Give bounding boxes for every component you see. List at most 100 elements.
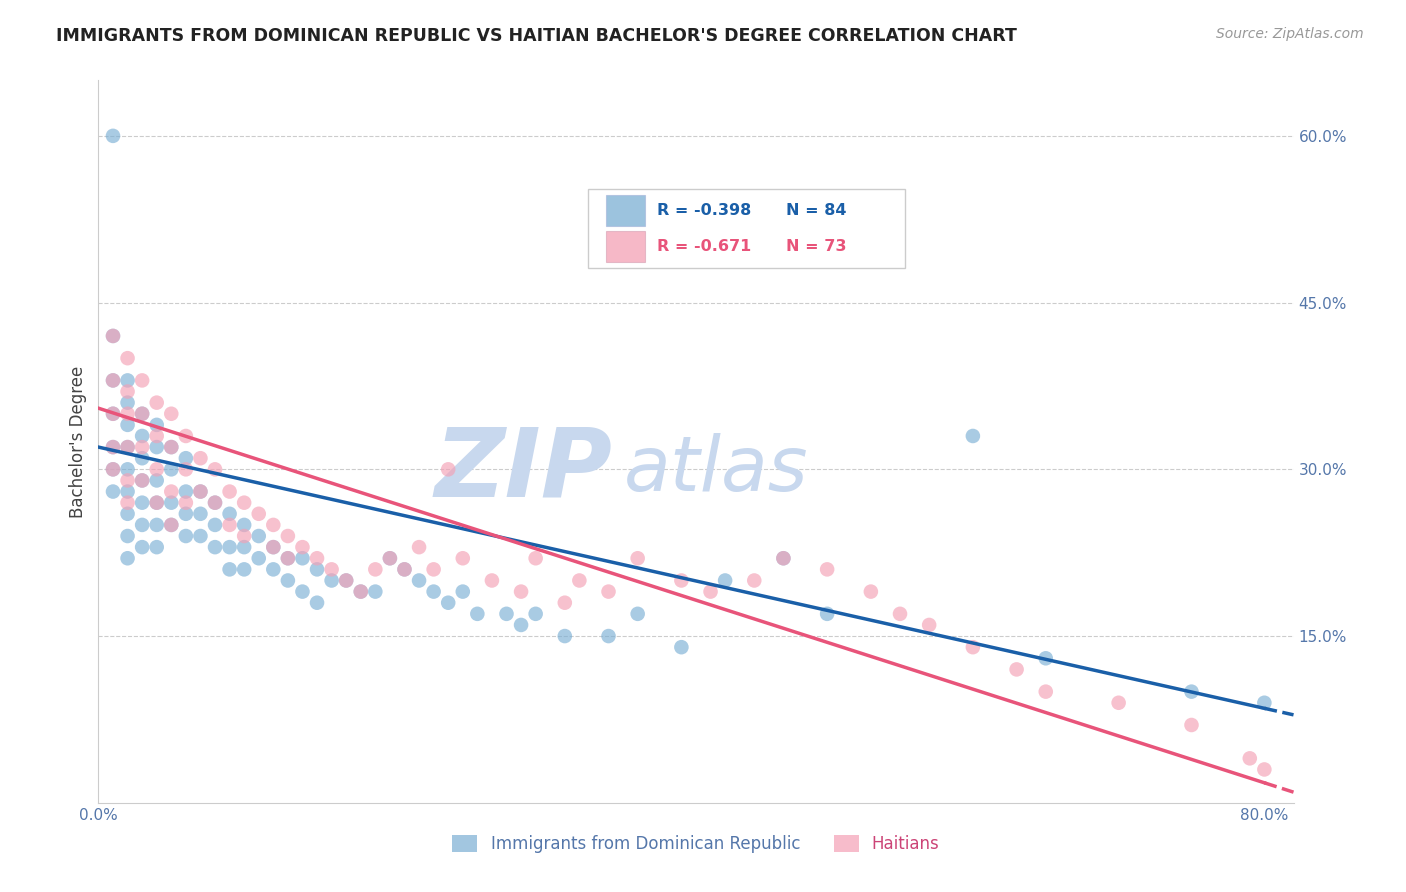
Point <box>101 407 124 421</box>
Point <box>117 417 139 432</box>
Point <box>568 574 591 588</box>
Point <box>627 551 650 566</box>
Point <box>101 407 124 421</box>
Point <box>247 551 270 566</box>
Point <box>321 574 343 588</box>
Point <box>145 417 167 432</box>
Point <box>247 507 270 521</box>
Point <box>815 607 838 621</box>
Point <box>117 373 139 387</box>
Point <box>145 440 167 454</box>
Point <box>233 529 256 543</box>
Point <box>1005 662 1028 676</box>
Point <box>510 584 533 599</box>
Point <box>101 440 124 454</box>
Point <box>117 551 139 566</box>
Point <box>160 517 183 532</box>
Point <box>101 440 124 454</box>
Point <box>131 407 153 421</box>
Point <box>291 551 314 566</box>
Point <box>131 373 153 387</box>
Point <box>160 496 183 510</box>
Point <box>190 484 212 499</box>
Point <box>451 551 474 566</box>
Point <box>145 517 167 532</box>
Point <box>859 584 882 599</box>
Point <box>160 440 183 454</box>
Point <box>233 496 256 510</box>
Point <box>1108 696 1130 710</box>
Point <box>598 629 620 643</box>
Point <box>1253 763 1275 777</box>
Point <box>218 517 240 532</box>
Point <box>467 607 489 621</box>
Text: R = -0.398: R = -0.398 <box>657 202 751 218</box>
Point <box>772 551 794 566</box>
Point <box>1180 718 1202 732</box>
Point <box>233 562 256 576</box>
Text: ZIP: ZIP <box>434 424 613 517</box>
Point <box>117 395 139 409</box>
Point <box>364 584 387 599</box>
Point <box>699 584 721 599</box>
Point <box>101 484 124 499</box>
Point <box>554 629 576 643</box>
Point <box>742 574 765 588</box>
Point <box>378 551 401 566</box>
Point <box>101 329 124 343</box>
Point <box>174 451 197 466</box>
Point <box>422 584 444 599</box>
Point <box>714 574 737 588</box>
Point <box>190 451 212 466</box>
FancyBboxPatch shape <box>606 231 644 261</box>
Point <box>117 440 139 454</box>
Text: N = 73: N = 73 <box>786 239 846 254</box>
Point <box>117 484 139 499</box>
Y-axis label: Bachelor's Degree: Bachelor's Degree <box>69 366 87 517</box>
Point <box>815 562 838 576</box>
Point <box>1035 651 1057 665</box>
Point <box>408 540 430 554</box>
Point <box>160 407 183 421</box>
Point <box>335 574 357 588</box>
Point <box>305 551 328 566</box>
Text: atlas: atlas <box>624 434 808 508</box>
Point <box>262 562 284 576</box>
Point <box>305 596 328 610</box>
Point <box>233 517 256 532</box>
Point <box>131 496 153 510</box>
Point <box>247 529 270 543</box>
Point <box>627 607 650 621</box>
Point <box>145 395 167 409</box>
Point <box>204 462 226 476</box>
Point <box>145 462 167 476</box>
Point <box>291 584 314 599</box>
Point <box>321 562 343 576</box>
Text: R = -0.671: R = -0.671 <box>657 239 751 254</box>
Point <box>174 484 197 499</box>
Point <box>131 474 153 488</box>
FancyBboxPatch shape <box>589 189 905 268</box>
Point <box>204 496 226 510</box>
Point <box>131 407 153 421</box>
Point <box>671 574 693 588</box>
Point <box>204 540 226 554</box>
Point <box>145 429 167 443</box>
Point <box>394 562 416 576</box>
FancyBboxPatch shape <box>606 195 644 226</box>
Point <box>350 584 373 599</box>
Point <box>1239 751 1261 765</box>
Point <box>131 474 153 488</box>
Point <box>277 551 299 566</box>
Point <box>481 574 503 588</box>
Point <box>335 574 357 588</box>
Point <box>117 496 139 510</box>
Point <box>554 596 576 610</box>
Point <box>671 640 693 655</box>
Point <box>277 574 299 588</box>
Point <box>145 474 167 488</box>
Point <box>145 496 167 510</box>
Point <box>233 540 256 554</box>
Point <box>204 517 226 532</box>
Point <box>160 440 183 454</box>
